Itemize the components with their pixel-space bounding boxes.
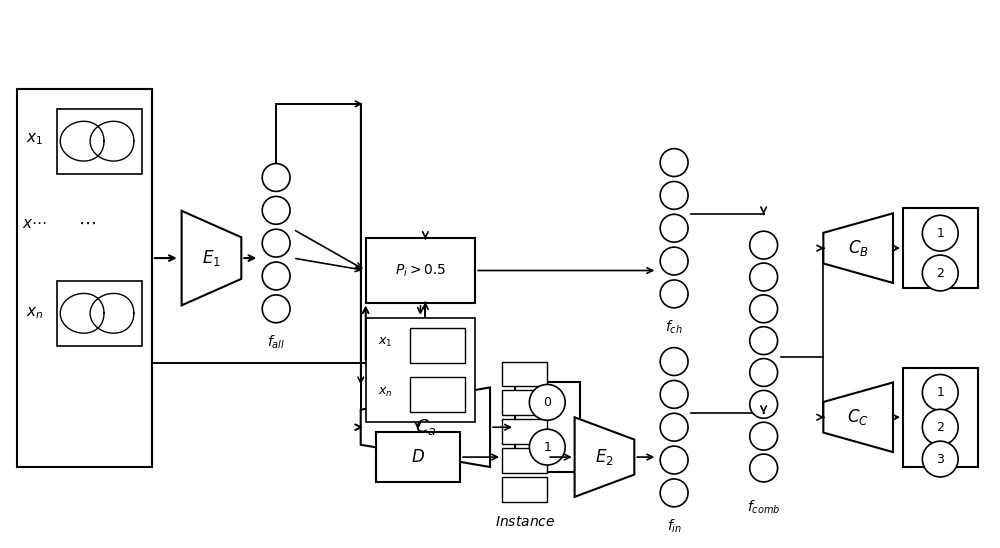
Text: $f_{in}$: $f_{in}$ xyxy=(667,518,682,535)
Text: $x\cdots$: $x\cdots$ xyxy=(22,216,47,231)
Text: $f_{comb}$: $f_{comb}$ xyxy=(747,498,780,516)
Text: 3: 3 xyxy=(936,453,944,466)
Bar xyxy=(366,318,475,423)
Circle shape xyxy=(660,214,688,242)
Text: 2: 2 xyxy=(936,421,944,433)
Text: 1: 1 xyxy=(936,386,944,399)
Bar xyxy=(903,208,978,288)
Bar xyxy=(410,378,465,412)
Text: 1: 1 xyxy=(543,441,551,454)
Bar xyxy=(17,89,152,467)
Text: $x_1$: $x_1$ xyxy=(26,131,43,146)
Circle shape xyxy=(922,441,958,477)
Text: $P_i$$>0.5$: $P_i$$>0.5$ xyxy=(395,262,446,279)
Circle shape xyxy=(262,262,290,290)
Text: $C_B$: $C_B$ xyxy=(848,238,869,258)
Circle shape xyxy=(750,390,778,418)
Polygon shape xyxy=(823,213,893,283)
Circle shape xyxy=(750,263,778,291)
Bar xyxy=(903,368,978,467)
Circle shape xyxy=(750,295,778,323)
Circle shape xyxy=(660,413,688,441)
Circle shape xyxy=(660,479,688,507)
Text: $x_n$: $x_n$ xyxy=(26,305,43,321)
Circle shape xyxy=(750,454,778,482)
Text: $\cdots$: $\cdots$ xyxy=(78,214,96,232)
Circle shape xyxy=(660,280,688,308)
Circle shape xyxy=(750,358,778,386)
Bar xyxy=(502,419,547,444)
Bar xyxy=(410,328,465,363)
Polygon shape xyxy=(575,417,634,497)
Bar xyxy=(515,383,580,472)
Text: $x_n$: $x_n$ xyxy=(378,386,393,399)
Bar xyxy=(366,238,475,303)
Text: $\mathit{Instance}$: $\mathit{Instance}$ xyxy=(495,515,555,529)
Circle shape xyxy=(750,327,778,355)
Circle shape xyxy=(529,429,565,465)
Circle shape xyxy=(922,215,958,251)
Circle shape xyxy=(750,231,778,259)
Bar xyxy=(57,109,142,174)
Circle shape xyxy=(262,295,290,323)
Text: $f_{all}$: $f_{all}$ xyxy=(267,334,285,351)
Text: 0: 0 xyxy=(543,396,551,409)
Text: $C_a$: $C_a$ xyxy=(415,417,436,437)
Text: $E_2$: $E_2$ xyxy=(595,447,614,467)
Text: 1: 1 xyxy=(936,227,944,239)
Circle shape xyxy=(660,247,688,275)
Polygon shape xyxy=(182,211,241,305)
Bar xyxy=(502,477,547,502)
Text: $E_1$: $E_1$ xyxy=(202,248,221,268)
Circle shape xyxy=(262,163,290,191)
Text: $C_C$: $C_C$ xyxy=(847,407,869,427)
Text: $x_1$: $x_1$ xyxy=(378,336,393,349)
Circle shape xyxy=(660,347,688,375)
Circle shape xyxy=(262,229,290,257)
Circle shape xyxy=(922,409,958,445)
Circle shape xyxy=(922,255,958,291)
Bar xyxy=(502,390,547,415)
Circle shape xyxy=(922,374,958,410)
Circle shape xyxy=(750,423,778,450)
Circle shape xyxy=(660,380,688,408)
Circle shape xyxy=(660,149,688,176)
Bar xyxy=(57,281,142,346)
Text: 2: 2 xyxy=(936,266,944,279)
Circle shape xyxy=(262,196,290,224)
Circle shape xyxy=(660,181,688,209)
Circle shape xyxy=(660,446,688,474)
Text: $D$: $D$ xyxy=(411,448,425,466)
Circle shape xyxy=(529,385,565,420)
Text: $f_{ch}$: $f_{ch}$ xyxy=(665,319,683,336)
Polygon shape xyxy=(823,383,893,452)
Bar xyxy=(502,362,547,386)
Bar xyxy=(376,432,460,482)
Bar xyxy=(502,448,547,473)
Polygon shape xyxy=(361,387,490,467)
